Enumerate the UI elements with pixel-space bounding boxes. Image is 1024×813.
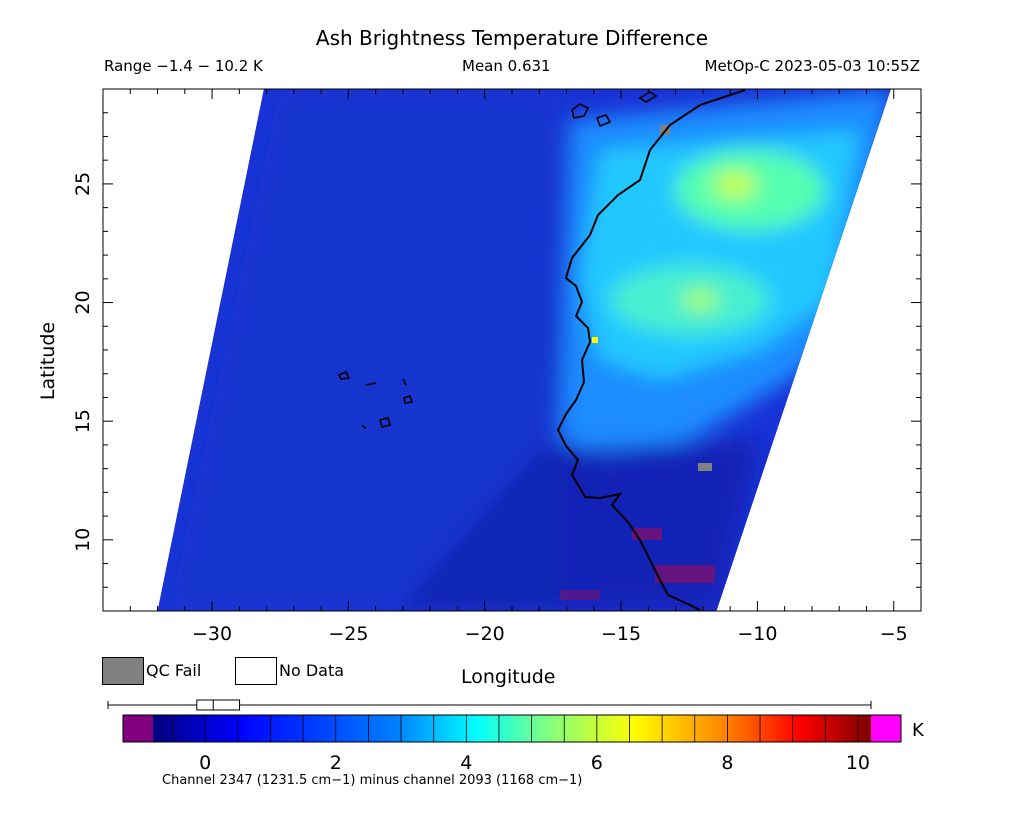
qc-fail-swatch (102, 657, 144, 685)
y-tick-label: 15 (72, 409, 94, 433)
x-axis: −30 −25 −20 −15 −10 −5 (102, 89, 922, 645)
colorbar-gradient (153, 715, 871, 742)
x-axis-label: Longitude (461, 666, 556, 688)
colorbar-unit: K (912, 720, 924, 741)
colorbar-tick-label: 6 (591, 752, 603, 774)
no-data-label: No Data (279, 661, 345, 680)
cape-verde-islands (337, 370, 414, 429)
satellite-time-readout: MetOp-C 2023-05-03 10:55Z (704, 57, 920, 75)
value-distribution-boxplot (107, 699, 872, 711)
y-tick-label: 10 (72, 528, 94, 552)
x-tick-label: −20 (465, 623, 505, 645)
coastline-africa (556, 89, 746, 611)
colorbar-tick-label: 8 (721, 752, 733, 774)
x-tick-label: −10 (737, 623, 777, 645)
x-tick-label: −5 (880, 623, 908, 645)
y-tick-label: 25 (72, 172, 94, 196)
colorbar-tick-label: 10 (846, 752, 870, 774)
x-tick-label: −30 (192, 623, 232, 645)
colorbar: 0 2 4 6 8 10 (122, 714, 902, 774)
colorbar-caption: Channel 2347 (1231.5 cm−1) minus channel… (162, 773, 583, 788)
y-axis-label: Latitude (37, 321, 59, 401)
ash-signal-region (170, 90, 890, 610)
colorbar-tick-label: 0 (199, 752, 211, 774)
colorbar-over-range (871, 715, 901, 742)
y-tick-label: 20 (72, 290, 94, 314)
no-data-swatch (235, 657, 277, 685)
x-tick-label: −25 (328, 623, 368, 645)
qc-fail-label: QC Fail (146, 661, 202, 680)
colorbar-under-range (123, 715, 153, 742)
map-title: Ash Brightness Temperature Difference (315, 26, 709, 50)
y-axis: 10 15 20 25 (72, 88, 921, 612)
x-tick-label: −15 (601, 623, 641, 645)
colorbar-tick-label: 4 (460, 752, 472, 774)
colorbar-tick-label: 2 (330, 752, 342, 774)
mean-readout: Mean 0.631 (462, 57, 551, 75)
range-readout: Range −1.4 − 10.2 K (104, 57, 263, 75)
boxplot-box (196, 699, 241, 711)
